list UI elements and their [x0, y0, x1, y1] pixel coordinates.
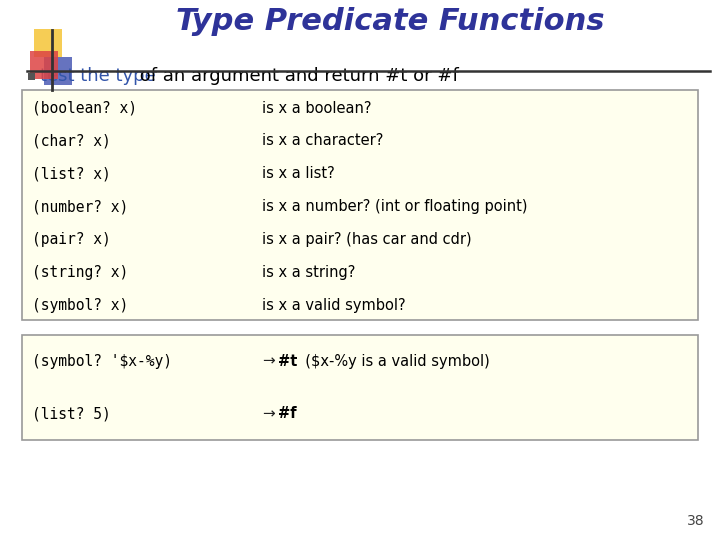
Bar	[30, 51, 58, 79]
FancyBboxPatch shape	[22, 90, 698, 320]
Text: (number? x): (number? x)	[32, 199, 128, 214]
Text: test the type: test the type	[40, 67, 156, 85]
Text: →: →	[262, 406, 275, 421]
Text: (symbol? x): (symbol? x)	[32, 298, 128, 313]
Text: (symbol? '$x-%y): (symbol? '$x-%y)	[32, 354, 172, 369]
Bar	[44, 57, 72, 85]
Text: is x a character?: is x a character?	[262, 133, 383, 148]
Text: (boolean? x): (boolean? x)	[32, 100, 137, 116]
Bar	[28, 73, 35, 80]
Text: is x a number? (int or floating point): is x a number? (int or floating point)	[262, 199, 528, 214]
Text: #t: #t	[278, 354, 297, 369]
Bar	[34, 29, 62, 57]
Text: →: →	[262, 354, 275, 369]
Text: of an argument and return #t or #f: of an argument and return #t or #f	[134, 67, 459, 85]
Text: is x a pair? (has car and cdr): is x a pair? (has car and cdr)	[262, 232, 472, 247]
Text: (list? x): (list? x)	[32, 166, 111, 181]
Text: is x a list?: is x a list?	[262, 166, 335, 181]
FancyBboxPatch shape	[22, 335, 698, 440]
Text: (pair? x): (pair? x)	[32, 232, 111, 247]
Text: (string? x): (string? x)	[32, 265, 128, 280]
Text: is x a boolean?: is x a boolean?	[262, 100, 372, 116]
Text: ($x-%y is a valid symbol): ($x-%y is a valid symbol)	[296, 354, 490, 369]
Text: (list? 5): (list? 5)	[32, 406, 111, 421]
Text: is x a valid symbol?: is x a valid symbol?	[262, 298, 405, 313]
Text: 38: 38	[688, 514, 705, 528]
Text: Type Predicate Functions: Type Predicate Functions	[176, 6, 604, 36]
Text: is x a string?: is x a string?	[262, 265, 356, 280]
Text: (char? x): (char? x)	[32, 133, 111, 148]
Text: #f: #f	[278, 406, 297, 421]
